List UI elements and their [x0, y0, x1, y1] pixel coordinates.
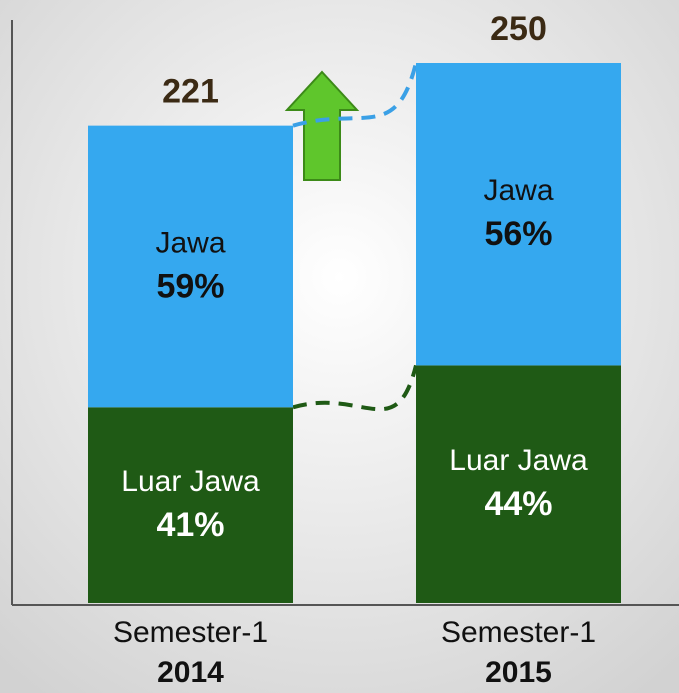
connector [292, 364, 418, 412]
value-label: 44% [484, 485, 552, 523]
total-label: 221 [162, 73, 219, 111]
connectors [292, 62, 418, 412]
segment-name: Jawa [155, 226, 225, 259]
growth-arrow [284, 70, 360, 181]
total-label: 250 [490, 10, 547, 48]
bar-segment [416, 365, 621, 603]
value-label: 41% [156, 506, 224, 544]
value-label: 59% [156, 267, 224, 305]
bar-segment [416, 63, 621, 366]
segment-name: Luar Jawa [449, 444, 588, 477]
segment-name: Luar Jawa [121, 465, 260, 498]
x-tick-label: Semester-1 [441, 616, 596, 649]
x-tick-year: 2014 [157, 656, 224, 689]
segment-name: Jawa [483, 174, 553, 207]
value-label: 56% [484, 215, 552, 253]
bar-segment [88, 407, 293, 603]
connector [292, 62, 418, 128]
x-tick-label: Semester-1 [113, 616, 268, 649]
x-tick-year: 2015 [485, 656, 552, 689]
bar-segment [88, 125, 293, 408]
